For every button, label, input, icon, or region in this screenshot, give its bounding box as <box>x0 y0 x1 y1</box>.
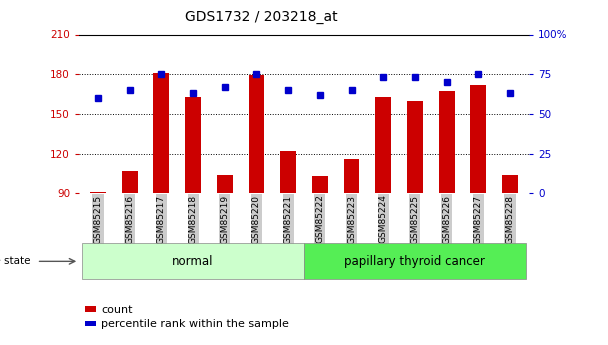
Bar <box>471 85 486 193</box>
Bar <box>85 321 96 326</box>
Bar <box>82 243 304 279</box>
Bar <box>438 91 455 193</box>
Text: count: count <box>101 305 133 315</box>
Bar <box>217 175 233 193</box>
Bar <box>185 97 201 193</box>
Bar <box>344 159 359 193</box>
Text: normal: normal <box>172 255 214 268</box>
Text: papillary thyroid cancer: papillary thyroid cancer <box>345 255 485 268</box>
Bar <box>90 192 106 193</box>
Bar <box>304 243 526 279</box>
Bar <box>153 73 170 193</box>
Bar <box>375 97 391 193</box>
Bar <box>407 101 423 193</box>
Bar <box>280 151 296 193</box>
Text: disease state: disease state <box>0 256 30 266</box>
Bar <box>312 176 328 193</box>
Bar <box>249 76 264 193</box>
Bar <box>85 306 96 312</box>
Bar <box>502 175 518 193</box>
Text: GDS1732 / 203218_at: GDS1732 / 203218_at <box>185 10 338 24</box>
Bar <box>122 171 137 193</box>
Text: percentile rank within the sample: percentile rank within the sample <box>101 319 289 329</box>
